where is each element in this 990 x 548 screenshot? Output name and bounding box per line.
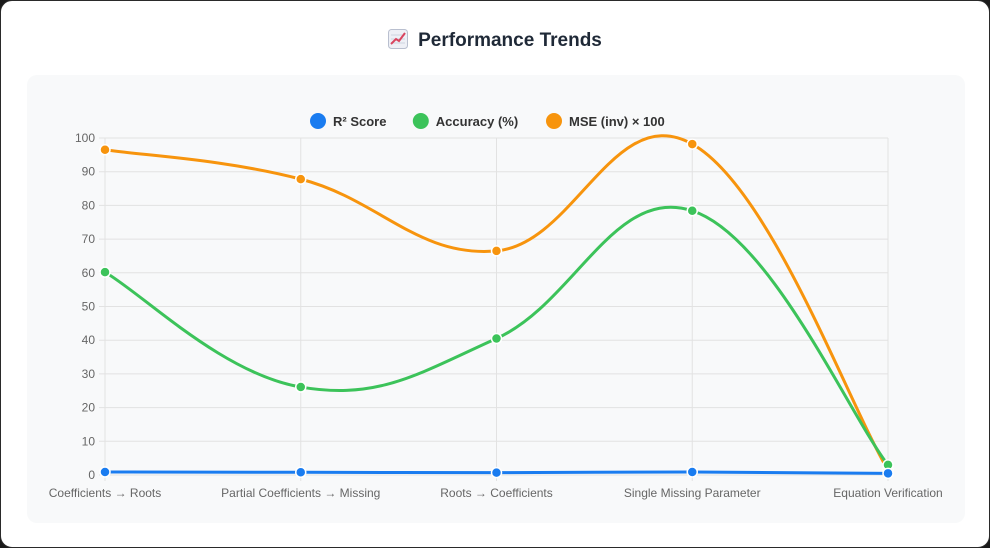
data-point-r-score[interactable] — [883, 468, 893, 478]
y-tick-label: 40 — [82, 333, 96, 347]
data-point-r-score[interactable] — [100, 467, 110, 477]
legend-item[interactable]: R² Score — [310, 113, 386, 129]
data-point-mse-inv-100[interactable] — [100, 145, 110, 155]
page-title: Performance Trends — [1, 29, 989, 52]
y-tick-label: 0 — [88, 468, 95, 482]
data-point-mse-inv-100[interactable] — [687, 139, 697, 149]
data-point-accuracy[interactable] — [296, 382, 306, 392]
x-tick-label: Equation Verification — [833, 486, 942, 500]
legend-swatch — [413, 113, 429, 129]
x-tick-label: Roots → Coefficients — [440, 486, 553, 500]
y-tick-label: 20 — [82, 401, 96, 415]
legend-swatch — [546, 113, 562, 129]
y-tick-label: 10 — [82, 434, 96, 448]
legend-swatch — [310, 113, 326, 129]
data-point-r-score[interactable] — [296, 467, 306, 477]
y-tick-label: 70 — [82, 232, 96, 246]
legend: R² Score Accuracy (%) MSE (inv) × 100 — [310, 113, 665, 129]
data-point-mse-inv-100[interactable] — [492, 246, 502, 256]
y-tick-label: 50 — [82, 300, 96, 314]
x-tick-label: Partial Coefficients → Missing — [221, 486, 380, 500]
y-tick-label: 90 — [82, 165, 96, 179]
y-tick-label: 100 — [75, 131, 95, 145]
chart-panel: 0 10 20 30 40 50 60 70 80 90 100 Coefficients → Roo… — [27, 75, 965, 523]
data-point-accuracy[interactable] — [492, 334, 502, 344]
data-point-r-score[interactable] — [687, 467, 697, 477]
grid — [99, 138, 888, 481]
legend-item[interactable]: Accuracy (%) — [413, 113, 518, 129]
x-tick-label: Single Missing Parameter — [624, 486, 761, 500]
legend-label: R² Score — [333, 114, 386, 129]
line-chart: 0 10 20 30 40 50 60 70 80 90 100 Coefficients → Roo… — [27, 75, 965, 523]
data-point-mse-inv-100[interactable] — [296, 174, 306, 184]
legend-label: Accuracy (%) — [436, 114, 518, 129]
data-point-accuracy[interactable] — [100, 267, 110, 277]
legend-item[interactable]: MSE (inv) × 100 — [546, 113, 665, 129]
page-title-text: Performance Trends — [418, 30, 602, 51]
chart-increasing-icon — [388, 29, 408, 49]
data-point-accuracy[interactable] — [687, 206, 697, 216]
x-tick-label: Coefficients → Roots — [49, 486, 162, 500]
y-tick-label: 60 — [82, 266, 96, 280]
y-tick-label: 30 — [82, 367, 96, 381]
y-tick-label: 80 — [82, 198, 96, 212]
data-point-r-score[interactable] — [492, 468, 502, 478]
legend-label: MSE (inv) × 100 — [569, 114, 665, 129]
